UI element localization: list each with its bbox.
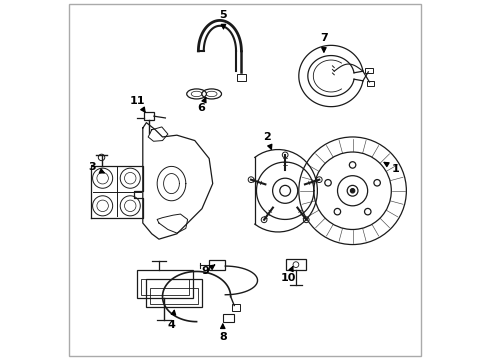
Text: 3: 3: [89, 162, 104, 173]
Bar: [237, 74, 245, 81]
Text: 7: 7: [320, 33, 328, 52]
Text: 6: 6: [197, 98, 206, 113]
Bar: [150, 288, 198, 304]
Bar: [223, 315, 234, 321]
Bar: [367, 81, 374, 86]
Text: 8: 8: [219, 324, 227, 342]
Circle shape: [350, 189, 355, 193]
Text: 2: 2: [263, 132, 272, 149]
Text: 9: 9: [201, 265, 215, 276]
Bar: [209, 260, 225, 270]
Text: 4: 4: [168, 310, 175, 330]
Bar: [137, 270, 193, 298]
Bar: [232, 305, 240, 311]
Text: 11: 11: [130, 96, 145, 112]
Text: 1: 1: [384, 162, 399, 174]
Bar: [365, 68, 372, 73]
Bar: [147, 279, 202, 307]
Bar: [286, 259, 306, 270]
Bar: [144, 112, 154, 120]
Bar: [141, 279, 190, 295]
Text: 5: 5: [220, 10, 227, 29]
Text: 10: 10: [280, 266, 296, 283]
